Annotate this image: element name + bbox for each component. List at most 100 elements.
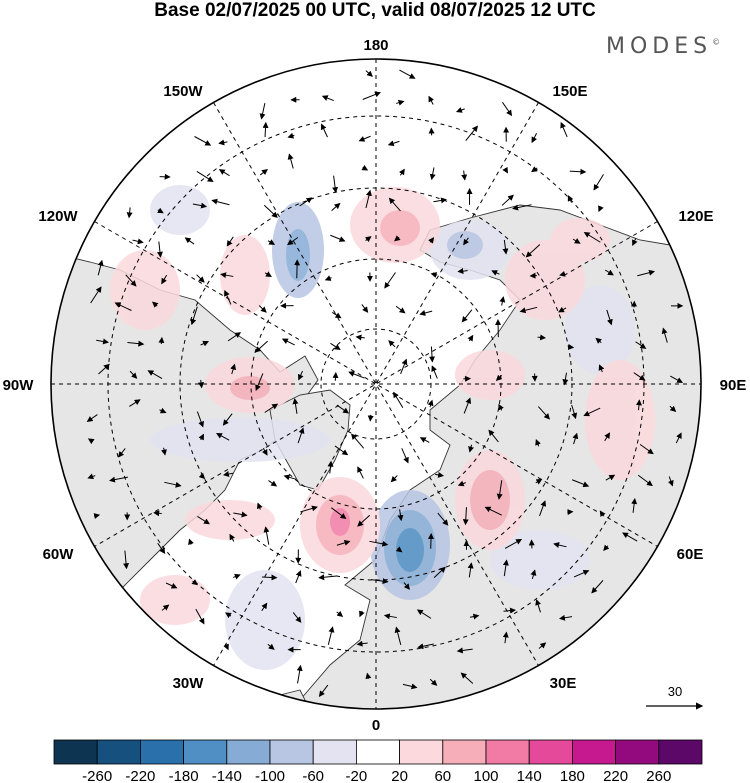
lon-label-150e: 150E (552, 83, 587, 100)
wind-vector (598, 205, 604, 213)
wind-vector (637, 269, 656, 277)
wind-vector (297, 370, 304, 381)
wind-vector (462, 507, 469, 526)
reference-vector-label: 30 (668, 684, 682, 699)
wind-vector (558, 306, 567, 313)
wind-vector (226, 236, 234, 247)
wind-vector (512, 204, 532, 211)
colorbar-swatch (269, 739, 314, 765)
wind-vector (224, 289, 232, 305)
wind-vector (583, 231, 601, 243)
wind-vector (461, 309, 473, 323)
wind-vector (132, 238, 144, 245)
wind-vector (211, 198, 230, 206)
wind-vector (336, 404, 350, 414)
wind-vector (572, 238, 581, 244)
wind-vector (153, 510, 162, 517)
colorbar-tick-label: 220 (603, 768, 628, 783)
wind-vector (197, 515, 210, 525)
wind-vector (383, 613, 397, 620)
wind-vector (161, 274, 168, 285)
wind-vector (332, 371, 339, 381)
wind-vector (225, 612, 232, 619)
wind-vector (365, 672, 372, 680)
wind-vector (123, 550, 130, 570)
wind-vector (156, 241, 163, 258)
wind-vector (398, 168, 405, 176)
wind-vector (395, 305, 406, 314)
colorbar-tick-label: 260 (646, 768, 671, 783)
wind-vector (560, 121, 568, 138)
wind-vector (296, 664, 303, 684)
wind-vector (264, 403, 279, 413)
lon-label-90e: 90E (720, 377, 747, 394)
wind-vector (635, 341, 647, 349)
wind-vector (535, 478, 543, 485)
wind-vector (400, 358, 408, 375)
wind-vector (222, 413, 233, 426)
colorbar-swatch (399, 739, 444, 765)
wind-vector (535, 439, 541, 447)
colorbar-swatch (485, 739, 530, 765)
wind-vector (263, 526, 270, 545)
colorbar-tick-label: -260 (82, 768, 112, 783)
wind-vector (261, 574, 278, 581)
wind-vector (531, 166, 538, 173)
wind-vector (595, 337, 602, 344)
wind-vector (223, 471, 234, 477)
lon-label-180: 180 (363, 37, 388, 54)
wind-vector (321, 95, 334, 102)
wind-vector (403, 582, 410, 590)
wind-vector (336, 539, 351, 546)
wind-vector (362, 91, 381, 100)
brand-text: MODES (606, 34, 713, 59)
wind-vector (461, 170, 468, 181)
wind-vector (387, 140, 400, 147)
wind-vector (530, 569, 537, 579)
wind-vector (336, 610, 344, 617)
wind-vector (157, 542, 166, 554)
wind-vector (318, 574, 337, 581)
wind-vector (502, 559, 509, 577)
wind-vector (402, 683, 418, 690)
wind-vector (198, 379, 204, 389)
colorbar-swatch (572, 739, 617, 765)
lon-label-0: 0 (372, 717, 380, 734)
lon-label-120w: 120W (38, 208, 78, 225)
wind-vector (430, 272, 438, 278)
wind-vector (433, 197, 447, 204)
wind-vector (519, 306, 538, 314)
wind-vector (259, 169, 268, 176)
wind-vector (539, 500, 547, 517)
wind-vector (261, 447, 268, 456)
wind-vector (268, 480, 278, 487)
wind-vector (227, 332, 242, 342)
wind-vector (503, 607, 516, 614)
wind-vector (661, 327, 668, 343)
wind-vector (196, 274, 205, 283)
wind-vector (165, 582, 178, 589)
wind-vector (320, 123, 328, 138)
wind-vector (395, 546, 403, 553)
wind-vector (229, 533, 236, 542)
wind-vector (292, 612, 302, 623)
wind-vector (431, 365, 438, 379)
wind-vector (258, 305, 267, 313)
wind-vector (264, 271, 272, 277)
wind-vector (622, 532, 638, 542)
wind-vector (469, 613, 480, 620)
lon-label-60w: 60W (43, 546, 75, 563)
wind-vector (359, 610, 365, 618)
wind-vector (635, 399, 642, 411)
colorbar-tick-label: -180 (169, 768, 199, 783)
wind-vector (357, 466, 364, 479)
lon-label-120e: 120E (678, 208, 713, 225)
wind-vector (254, 340, 269, 353)
colorbar-tick-label: -140 (212, 768, 242, 783)
colorbar-tick-label: 20 (391, 768, 408, 783)
wind-vector (394, 235, 401, 242)
wind-vector (369, 540, 389, 547)
wind-vector (93, 513, 101, 519)
wind-vector (188, 538, 194, 546)
wind-vector (558, 614, 573, 621)
